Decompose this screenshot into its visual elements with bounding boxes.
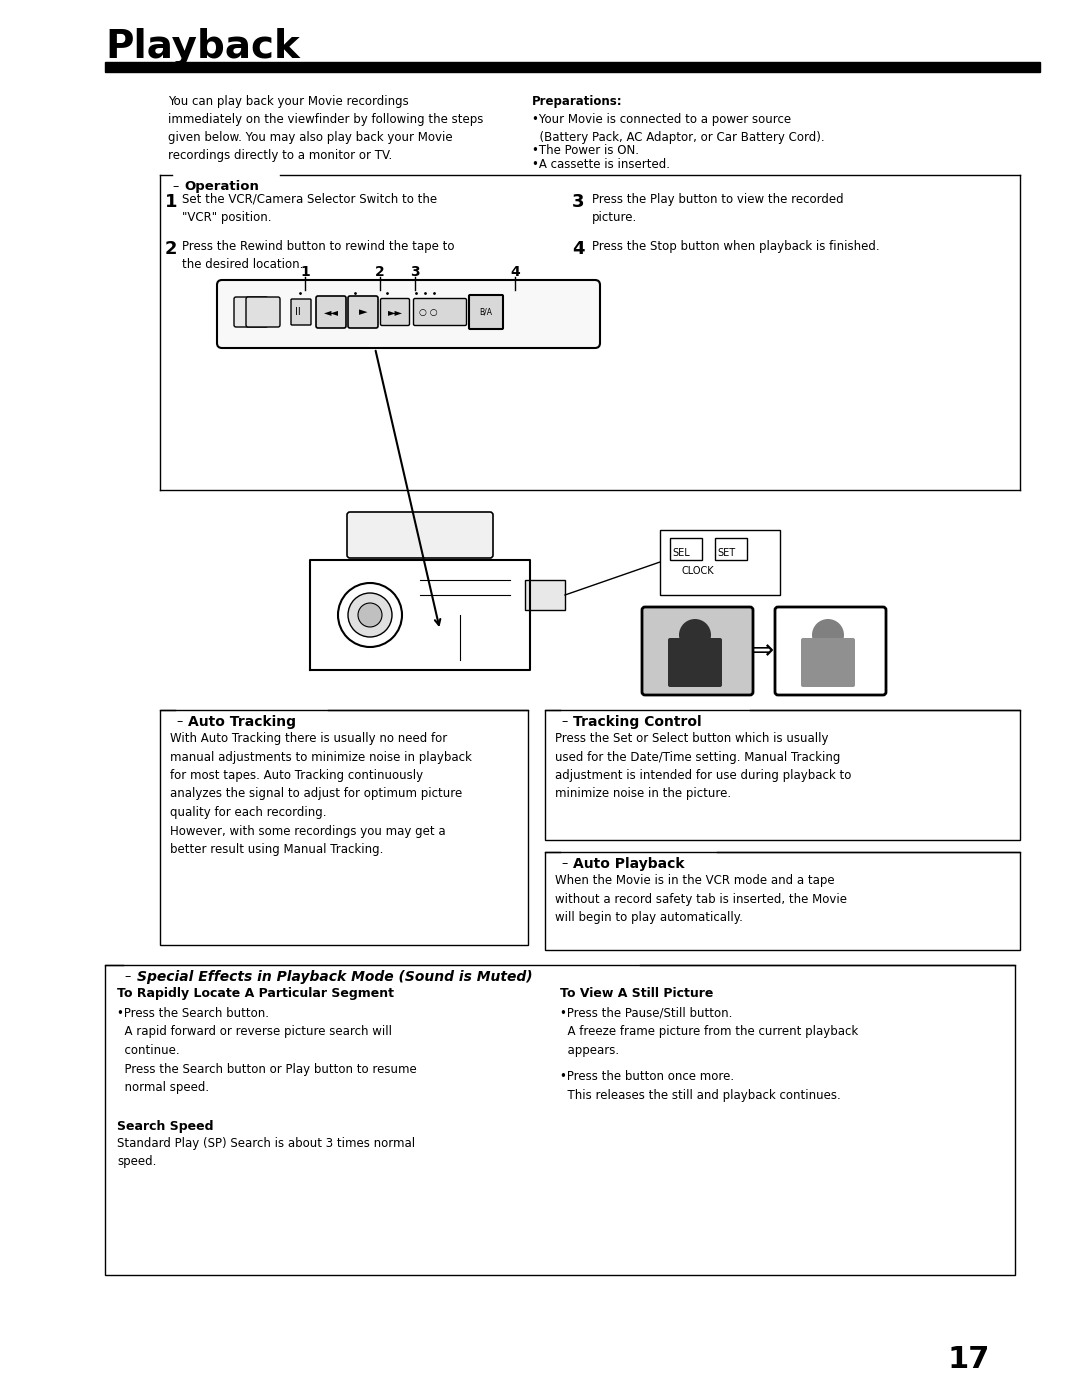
Bar	[105, 63, 1040, 72]
Text: Operation: Operation	[184, 180, 259, 193]
FancyBboxPatch shape	[348, 296, 378, 329]
Text: 4: 4	[510, 264, 519, 278]
Text: Standard Play (SP) Search is about 3 times normal
speed.: Standard Play (SP) Search is about 3 tim…	[117, 1137, 415, 1168]
Text: Press the Set or Select button which is usually
used for the Date/Time setting. : Press the Set or Select button which is …	[555, 732, 851, 800]
FancyBboxPatch shape	[669, 638, 723, 688]
Circle shape	[679, 619, 711, 651]
Bar	[525, 580, 565, 610]
Circle shape	[812, 619, 843, 651]
Circle shape	[338, 583, 402, 647]
FancyBboxPatch shape	[291, 299, 311, 324]
Text: To Rapidly Locate A Particular Segment: To Rapidly Locate A Particular Segment	[117, 987, 394, 999]
Text: With Auto Tracking there is usually no need for
manual adjustments to minimize n: With Auto Tracking there is usually no n…	[170, 732, 472, 856]
Bar	[670, 537, 702, 560]
Circle shape	[357, 603, 382, 626]
Bar	[105, 965, 1015, 1275]
Text: Auto Tracking: Auto Tracking	[188, 715, 296, 729]
FancyBboxPatch shape	[316, 296, 346, 329]
Bar	[715, 537, 747, 560]
Text: ►►: ►►	[388, 308, 403, 317]
Text: –: –	[562, 715, 572, 728]
Bar	[660, 530, 780, 594]
FancyBboxPatch shape	[380, 298, 409, 326]
FancyBboxPatch shape	[801, 638, 855, 688]
Text: Playback: Playback	[105, 28, 300, 65]
Text: Set the VCR/Camera Selector Switch to the
"VCR" position.: Set the VCR/Camera Selector Switch to th…	[183, 193, 437, 224]
Text: B/A: B/A	[480, 308, 492, 316]
FancyBboxPatch shape	[775, 607, 886, 695]
Text: –: –	[177, 715, 187, 728]
Bar	[545, 852, 1020, 949]
Text: To View A Still Picture: To View A Still Picture	[561, 987, 714, 999]
FancyBboxPatch shape	[217, 280, 600, 348]
FancyBboxPatch shape	[469, 295, 503, 329]
Text: II: II	[295, 308, 301, 317]
Text: When the Movie is in the VCR mode and a tape
without a record safety tab is inse: When the Movie is in the VCR mode and a …	[555, 874, 847, 924]
Text: 2: 2	[375, 264, 384, 278]
FancyBboxPatch shape	[347, 512, 492, 558]
Text: •The Power is ON.: •The Power is ON.	[532, 143, 639, 157]
Text: ►: ►	[359, 308, 367, 317]
Text: Tracking Control: Tracking Control	[573, 715, 702, 729]
Text: –: –	[173, 180, 184, 193]
FancyBboxPatch shape	[414, 298, 467, 326]
Text: 4: 4	[572, 239, 584, 258]
Text: 3: 3	[410, 264, 420, 278]
Text: You can play back your Movie recordings
immediately on the viewfinder by followi: You can play back your Movie recordings …	[168, 95, 484, 161]
Text: CLOCK: CLOCK	[681, 567, 715, 576]
Bar	[545, 710, 1020, 839]
Text: •Press the button once more.
  This releases the still and playback continues.: •Press the button once more. This releas…	[561, 1070, 840, 1101]
Text: Preparations:: Preparations:	[532, 95, 623, 109]
Text: •A cassette is inserted.: •A cassette is inserted.	[532, 159, 670, 171]
Circle shape	[348, 593, 392, 638]
Text: ◄◄: ◄◄	[324, 308, 338, 317]
Text: Auto Playback: Auto Playback	[573, 857, 685, 871]
Text: 1: 1	[165, 193, 177, 212]
FancyBboxPatch shape	[642, 607, 753, 695]
Text: Search Speed: Search Speed	[117, 1121, 214, 1133]
Text: ○ ○: ○ ○	[419, 308, 437, 316]
Text: Press the Rewind button to rewind the tape to
the desired location.: Press the Rewind button to rewind the ta…	[183, 239, 455, 271]
Text: •Press the Pause/Still button.
  A freeze frame picture from the current playbac: •Press the Pause/Still button. A freeze …	[561, 1006, 859, 1057]
Text: –: –	[562, 857, 572, 870]
Text: Press the Stop button when playback is finished.: Press the Stop button when playback is f…	[592, 239, 879, 253]
Text: SEL: SEL	[672, 548, 690, 558]
Text: 1: 1	[300, 264, 310, 278]
Text: 2: 2	[165, 239, 177, 258]
Text: Special Effects in Playback Mode (Sound is Muted): Special Effects in Playback Mode (Sound …	[137, 970, 532, 984]
FancyBboxPatch shape	[246, 296, 280, 327]
Text: 17: 17	[947, 1345, 990, 1374]
Text: 3: 3	[572, 193, 584, 212]
Text: –: –	[125, 970, 135, 983]
Bar	[160, 710, 528, 945]
Text: Press the Play button to view the recorded
picture.: Press the Play button to view the record…	[592, 193, 843, 224]
Text: •Your Movie is connected to a power source
  (Battery Pack, AC Adaptor, or Car B: •Your Movie is connected to a power sour…	[532, 113, 825, 143]
Text: •Press the Search button.
  A rapid forward or reverse picture search will
  con: •Press the Search button. A rapid forwar…	[117, 1006, 417, 1094]
FancyBboxPatch shape	[234, 296, 268, 327]
Text: SET: SET	[717, 548, 735, 558]
Text: ⇒: ⇒	[751, 638, 773, 665]
